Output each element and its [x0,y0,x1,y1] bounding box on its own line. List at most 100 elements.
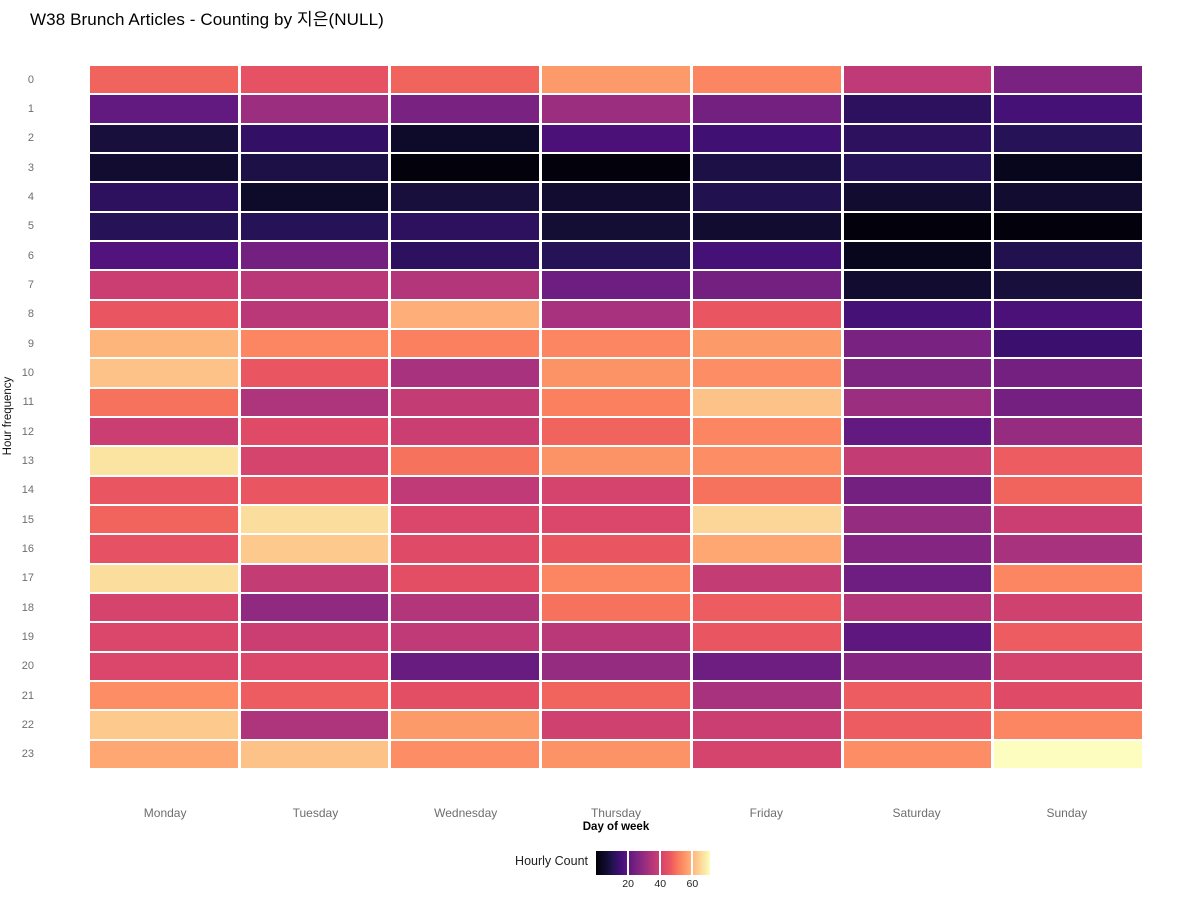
heatmap-cell[interactable] [994,300,1142,328]
heatmap-cell[interactable] [391,271,540,299]
heatmap-cell[interactable] [692,506,841,534]
heatmap-cell[interactable] [692,154,841,182]
heatmap-cell[interactable] [843,154,992,182]
heatmap-cell[interactable] [240,271,389,299]
heatmap-cell[interactable] [391,682,540,710]
heatmap-cell[interactable] [542,740,690,768]
heatmap-cell[interactable] [542,212,690,240]
heatmap-cell[interactable] [240,682,389,710]
heatmap-cell[interactable] [90,183,238,211]
heatmap-cell[interactable] [843,359,992,387]
heatmap-cell[interactable] [391,418,540,446]
heatmap-cell[interactable] [90,212,238,240]
heatmap-cell[interactable] [843,330,992,358]
heatmap-cell[interactable] [90,682,238,710]
heatmap-cell[interactable] [843,652,992,680]
heatmap-cell[interactable] [843,95,992,123]
heatmap-cell[interactable] [692,388,841,416]
heatmap-cell[interactable] [542,183,690,211]
heatmap-cell[interactable] [240,154,389,182]
heatmap-cell[interactable] [994,447,1142,475]
heatmap-cell[interactable] [542,682,690,710]
heatmap-cell[interactable] [843,183,992,211]
heatmap-cell[interactable] [692,740,841,768]
heatmap-cell[interactable] [692,300,841,328]
heatmap-cell[interactable] [994,623,1142,651]
heatmap-cell[interactable] [542,154,690,182]
heatmap-cell[interactable] [90,95,238,123]
heatmap-cell[interactable] [240,212,389,240]
heatmap-cell[interactable] [994,212,1142,240]
heatmap-cell[interactable] [90,740,238,768]
heatmap-cell[interactable] [90,66,238,94]
heatmap-cell[interactable] [542,447,690,475]
heatmap-cell[interactable] [692,564,841,592]
heatmap-cell[interactable] [843,682,992,710]
heatmap-cell[interactable] [240,418,389,446]
heatmap-cell[interactable] [843,418,992,446]
heatmap-cell[interactable] [391,124,540,152]
heatmap-cell[interactable] [994,652,1142,680]
heatmap-cell[interactable] [391,594,540,622]
heatmap-cell[interactable] [90,330,238,358]
heatmap-cell[interactable] [994,506,1142,534]
heatmap-cell[interactable] [90,242,238,270]
heatmap-cell[interactable] [240,535,389,563]
heatmap-cell[interactable] [90,652,238,680]
heatmap-cell[interactable] [994,359,1142,387]
heatmap-cell[interactable] [391,506,540,534]
heatmap-cell[interactable] [692,711,841,739]
heatmap-cell[interactable] [90,506,238,534]
heatmap-cell[interactable] [90,418,238,446]
heatmap-cell[interactable] [692,476,841,504]
heatmap-cell[interactable] [240,711,389,739]
heatmap-cell[interactable] [994,418,1142,446]
heatmap-cell[interactable] [90,535,238,563]
heatmap-cell[interactable] [90,623,238,651]
heatmap-cell[interactable] [240,95,389,123]
heatmap-cell[interactable] [843,535,992,563]
heatmap-cell[interactable] [994,740,1142,768]
heatmap-cell[interactable] [692,124,841,152]
heatmap-cell[interactable] [843,388,992,416]
heatmap-cell[interactable] [542,594,690,622]
heatmap-cell[interactable] [90,359,238,387]
heatmap-cell[interactable] [391,300,540,328]
heatmap-cell[interactable] [843,564,992,592]
heatmap-cell[interactable] [994,242,1142,270]
heatmap-cell[interactable] [90,388,238,416]
heatmap-cell[interactable] [240,388,389,416]
heatmap-cell[interactable] [240,330,389,358]
heatmap-cell[interactable] [542,476,690,504]
heatmap-cell[interactable] [240,740,389,768]
heatmap-cell[interactable] [391,330,540,358]
heatmap-cell[interactable] [240,506,389,534]
heatmap-cell[interactable] [542,95,690,123]
heatmap-cell[interactable] [542,711,690,739]
heatmap-cell[interactable] [542,271,690,299]
heatmap-cell[interactable] [692,242,841,270]
heatmap-cell[interactable] [542,330,690,358]
heatmap-cell[interactable] [240,124,389,152]
heatmap-cell[interactable] [391,154,540,182]
heatmap-cell[interactable] [843,476,992,504]
heatmap-cell[interactable] [542,623,690,651]
heatmap-cell[interactable] [692,682,841,710]
heatmap-cell[interactable] [542,418,690,446]
heatmap-cell[interactable] [843,300,992,328]
heatmap-cell[interactable] [692,535,841,563]
heatmap-cell[interactable] [994,564,1142,592]
heatmap-cell[interactable] [994,154,1142,182]
heatmap-cell[interactable] [391,711,540,739]
heatmap-cell[interactable] [90,564,238,592]
heatmap-cell[interactable] [843,623,992,651]
heatmap-cell[interactable] [90,447,238,475]
heatmap-cell[interactable] [90,271,238,299]
heatmap-cell[interactable] [90,300,238,328]
heatmap-cell[interactable] [90,154,238,182]
heatmap-cell[interactable] [692,330,841,358]
heatmap-cell[interactable] [843,66,992,94]
heatmap-cell[interactable] [391,740,540,768]
heatmap-cell[interactable] [692,66,841,94]
heatmap-cell[interactable] [994,594,1142,622]
